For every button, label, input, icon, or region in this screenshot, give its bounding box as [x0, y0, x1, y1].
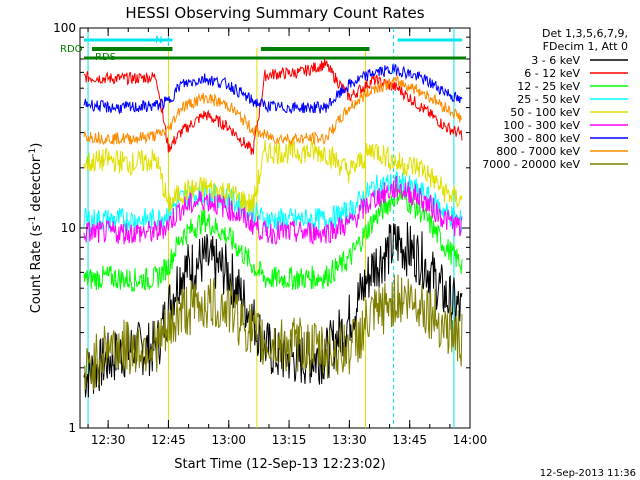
y-axis-label-end: ): [29, 143, 44, 148]
legend-label: 6 - 12 keV: [524, 67, 580, 80]
series-line-6: [83, 64, 463, 115]
y-tick-label: 1: [68, 421, 76, 435]
legend-label: 300 - 800 keV: [503, 132, 580, 145]
series-line-2: [83, 183, 463, 292]
legend: Det 1,3,5,6,7,9, FDecim 1, Att 0 3 - 6 k…: [482, 27, 628, 171]
series-line-0: [83, 222, 463, 398]
series-line-1: [83, 58, 463, 155]
x-tick-label: 13:00: [211, 433, 246, 447]
y-axis-label-mid: detector: [29, 156, 44, 216]
x-tick-label: 12:30: [91, 433, 126, 447]
legend-label: 12 - 25 keV: [517, 80, 580, 93]
flag-label-rdo: RDO: [60, 44, 83, 55]
x-tick-label: 14:00: [453, 433, 488, 447]
x-tick-label: 13:30: [332, 433, 367, 447]
x-tick-label: 13:45: [392, 433, 427, 447]
series-line-7: [83, 75, 463, 146]
y-axis-label-start: Count Rate (s: [29, 225, 44, 314]
flag-label-rds: RDS: [95, 52, 116, 63]
flag-label-n: N: [155, 35, 162, 46]
y-axis-label-exp2: -1: [28, 148, 38, 157]
x-ticks: 12:30 12:45 13:00 13:15 13:30 13:45 14:00: [87, 28, 488, 447]
series-line-8: [83, 274, 463, 391]
legend-header-line1: Det 1,3,5,6,7,9,: [542, 27, 628, 40]
series-line-4: [83, 139, 463, 214]
y-tick-label: 100: [53, 21, 76, 35]
legend-label: 800 - 7000 keV: [496, 145, 580, 158]
x-tick-label: 12:45: [151, 433, 186, 447]
y-axis-label-exp1: -1: [28, 216, 38, 225]
series-line-5: [83, 175, 463, 246]
x-axis-label: Start Time (12-Sep-13 12:23:02): [174, 457, 385, 472]
legend-label: 100 - 300 keV: [503, 119, 580, 132]
legend-label: 3 - 6 keV: [531, 54, 580, 67]
legend-header-line2: FDecim 1, Att 0: [543, 40, 628, 53]
generated-timestamp: 12-Sep-2013 11:36: [540, 468, 636, 479]
x-tick-label: 13:15: [272, 433, 307, 447]
y-ticks: 1 10 100: [53, 21, 470, 435]
series-layer: [83, 58, 463, 398]
y-tick-label: 10: [61, 221, 76, 235]
chart-title: HESSI Observing Summary Count Rates: [125, 4, 424, 22]
y-axis-label: Count Rate (s-1 detector-1): [28, 143, 44, 314]
series-line-3: [83, 170, 463, 233]
legend-label: 25 - 50 keV: [517, 93, 580, 106]
legend-label: 50 - 100 keV: [510, 106, 580, 119]
legend-label: 7000 - 20000 keV: [482, 158, 580, 171]
